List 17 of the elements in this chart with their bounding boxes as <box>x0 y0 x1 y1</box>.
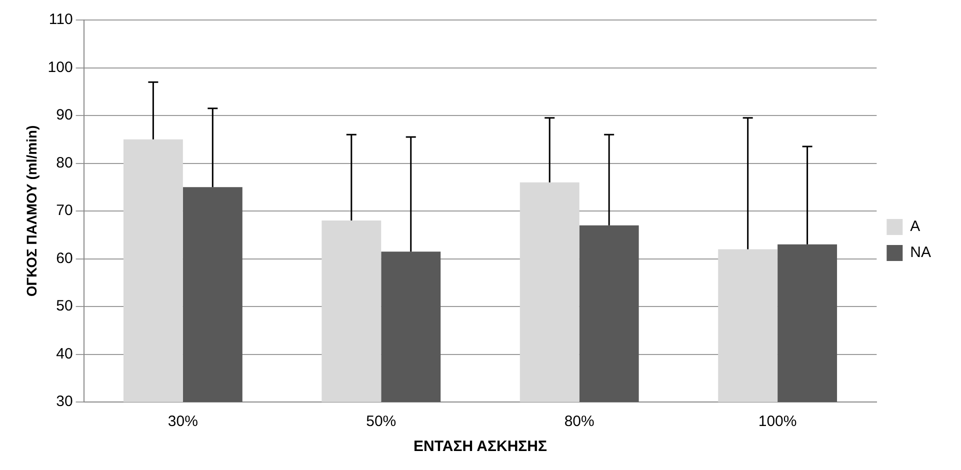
x-tick-label: 30% <box>168 413 198 430</box>
y-tick-label: 90 <box>56 106 73 124</box>
legend-label: ΝΑ <box>910 244 932 262</box>
y-axis-title: ΟΓΚΟΣ ΠΑΛΜΟΥ (ml/min) <box>23 125 40 297</box>
x-axis-title: ΕΝΤΑΣΗ ΑΣΚΗΣΗΣ <box>413 438 547 456</box>
y-tick-label: 50 <box>56 298 73 315</box>
y-tick-label: 110 <box>48 11 73 28</box>
y-tick-label: 60 <box>56 250 73 267</box>
legend-label: Α <box>910 218 920 236</box>
x-tick-label: 80% <box>564 413 594 430</box>
x-tick-label: 50% <box>366 413 396 430</box>
y-tick-label: 70 <box>56 202 73 220</box>
y-tick-label: 100 <box>48 58 73 76</box>
x-tick-label: 100% <box>758 413 797 430</box>
y-tick-label: 40 <box>56 345 73 362</box>
y-tick-label: 80 <box>56 154 73 172</box>
y-tick-label: 30 <box>56 393 73 410</box>
